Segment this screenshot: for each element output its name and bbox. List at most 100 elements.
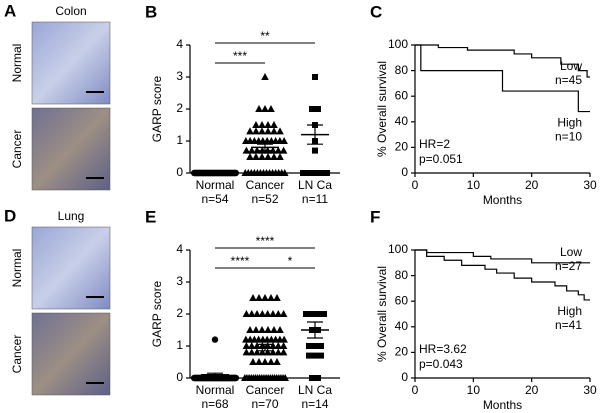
data-point xyxy=(246,127,254,135)
data-point xyxy=(255,294,263,301)
x-tick-label: Normal xyxy=(196,178,235,192)
series-count: n=45 xyxy=(555,73,582,87)
series-label: High xyxy=(557,304,582,318)
row-label: Cancer xyxy=(10,335,24,374)
y-tick-label: 0 xyxy=(176,165,183,179)
data-point xyxy=(246,326,254,333)
y-tick-label: 80 xyxy=(395,268,409,282)
data-point xyxy=(312,74,318,80)
data-point xyxy=(252,153,260,160)
data-point xyxy=(263,310,272,317)
data-point xyxy=(258,348,267,356)
micrograph xyxy=(31,226,111,310)
y-tick-label: 2 xyxy=(176,101,183,115)
y-tick-label: 100 xyxy=(388,37,408,51)
panel-letter: F xyxy=(370,207,380,226)
series-label: High xyxy=(557,116,582,130)
data-point xyxy=(232,169,240,177)
data-point xyxy=(242,342,251,349)
data-point xyxy=(276,326,284,333)
data-point xyxy=(264,127,272,135)
data-point xyxy=(276,127,284,135)
error-bar xyxy=(307,124,323,145)
data-point xyxy=(318,352,324,359)
data-point xyxy=(279,146,288,154)
data-point xyxy=(312,170,318,176)
x-tick-count: n=54 xyxy=(201,192,228,206)
y-tick-label: 2 xyxy=(176,306,183,320)
y-tick-label: 60 xyxy=(395,88,409,102)
y-tick-label: 3 xyxy=(176,274,183,288)
y-tick-label: 20 xyxy=(395,140,409,154)
data-point xyxy=(246,153,254,160)
row-label: Cancer xyxy=(10,130,24,169)
y-tick-label: 0 xyxy=(401,165,408,179)
x-tick-label: 20 xyxy=(525,178,539,192)
data-point xyxy=(309,106,315,112)
data-point xyxy=(252,127,260,135)
panel-letter: A xyxy=(4,1,16,20)
data-point xyxy=(315,311,321,317)
data-point xyxy=(309,311,315,317)
y-tick-label: 1 xyxy=(176,133,183,147)
y-tick-label: 60 xyxy=(395,293,409,307)
data-point xyxy=(309,375,315,381)
y-tick-label: 40 xyxy=(395,319,409,333)
data-point xyxy=(321,311,327,317)
data-point xyxy=(264,153,272,160)
data-point xyxy=(270,326,278,333)
data-point xyxy=(318,343,324,349)
y-tick-label: 40 xyxy=(395,114,409,128)
series-count: n=41 xyxy=(555,318,582,332)
series-label: Low xyxy=(560,59,582,73)
y-axis-title: % Overall survival xyxy=(375,266,389,362)
error-bar xyxy=(257,343,273,352)
significance-label: **** xyxy=(256,234,275,248)
image-title: Colon xyxy=(55,4,86,18)
annotation: p=0.051 xyxy=(419,152,463,166)
data-point xyxy=(253,310,261,317)
data-point xyxy=(280,137,288,144)
data-point xyxy=(270,127,278,135)
y-tick-label: 0 xyxy=(176,370,183,384)
panel-letter: E xyxy=(145,207,156,226)
data-point xyxy=(276,153,284,160)
x-tick-count: n=68 xyxy=(201,397,228,411)
series-count: n=10 xyxy=(555,130,582,144)
data-point xyxy=(274,146,283,154)
data-point xyxy=(312,352,318,359)
data-point xyxy=(274,348,283,356)
x-tick-label: 0 xyxy=(412,383,419,397)
error-bar xyxy=(307,321,323,339)
data-point xyxy=(267,358,275,365)
annotation: p=0.043 xyxy=(419,357,463,371)
survival-curve xyxy=(415,44,590,113)
y-tick-label: 80 xyxy=(395,63,409,77)
panel-letter: C xyxy=(370,2,382,21)
y-axis-title: GARP score xyxy=(150,280,164,347)
data-point xyxy=(312,147,318,154)
data-point xyxy=(267,105,275,112)
x-tick-label: 10 xyxy=(467,383,481,397)
series-count: n=27 xyxy=(555,259,582,273)
data-point xyxy=(273,358,281,365)
x-tick-label: Normal xyxy=(196,383,235,397)
survival-curve xyxy=(415,44,590,78)
data-point xyxy=(280,169,289,176)
x-tick-label: 30 xyxy=(583,383,597,397)
y-tick-label: 100 xyxy=(388,242,408,256)
data-point xyxy=(270,121,278,128)
data-point xyxy=(261,358,269,365)
data-point xyxy=(269,348,277,356)
data-point xyxy=(273,294,281,301)
y-tick-label: 20 xyxy=(395,345,409,359)
annotation: HR=2 xyxy=(419,137,450,151)
data-point xyxy=(261,105,269,112)
data-point xyxy=(269,310,277,317)
data-point xyxy=(247,310,256,317)
data-point xyxy=(312,343,318,349)
data-point xyxy=(270,153,278,160)
data-point xyxy=(303,311,309,317)
data-point xyxy=(300,170,306,176)
